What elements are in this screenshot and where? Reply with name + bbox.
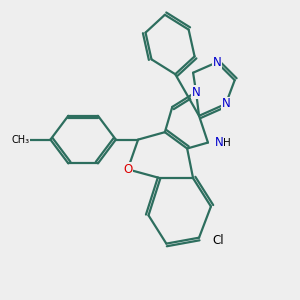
Text: H: H [224,138,231,148]
Text: N: N [192,85,200,98]
Text: N: N [214,136,223,149]
Text: N: N [212,56,221,69]
Text: Cl: Cl [212,234,224,247]
Text: N: N [221,98,230,110]
Text: CH₃: CH₃ [12,135,30,145]
Text: O: O [123,163,132,176]
